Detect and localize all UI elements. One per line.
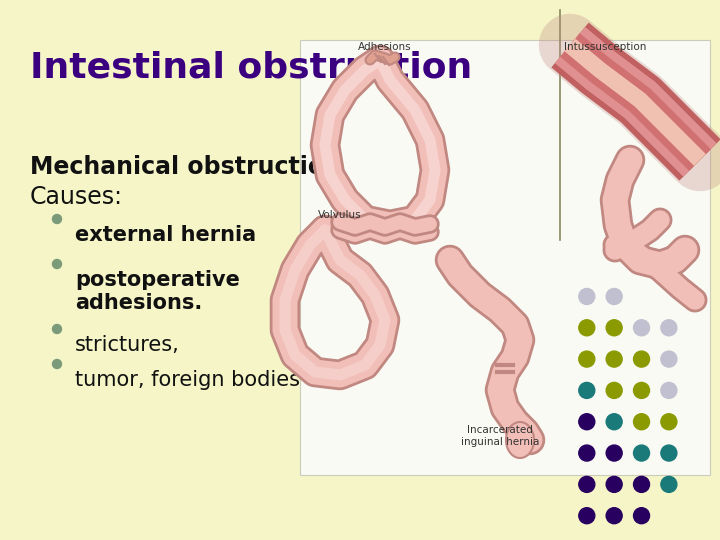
Text: Volvulus: Volvulus <box>318 210 361 220</box>
Circle shape <box>634 351 649 367</box>
Circle shape <box>53 214 61 224</box>
Text: Causes:: Causes: <box>30 185 123 209</box>
Text: tumor, foreign bodies: tumor, foreign bodies <box>75 370 300 390</box>
Circle shape <box>606 351 622 367</box>
Circle shape <box>634 320 649 336</box>
Text: Intestinal obstruction: Intestinal obstruction <box>30 50 472 84</box>
Circle shape <box>634 508 649 524</box>
Circle shape <box>53 260 61 268</box>
Polygon shape <box>506 422 534 458</box>
Circle shape <box>661 414 677 430</box>
Text: postoperative
adhesions.: postoperative adhesions. <box>75 270 240 313</box>
Circle shape <box>634 414 649 430</box>
Circle shape <box>606 288 622 305</box>
Circle shape <box>606 476 622 492</box>
Circle shape <box>579 508 595 524</box>
Circle shape <box>606 382 622 399</box>
FancyBboxPatch shape <box>300 40 710 475</box>
Circle shape <box>634 445 649 461</box>
Text: Mechanical obstruction: Mechanical obstruction <box>30 155 341 179</box>
Circle shape <box>579 382 595 399</box>
Circle shape <box>579 476 595 492</box>
Circle shape <box>53 325 61 334</box>
Circle shape <box>634 476 649 492</box>
Circle shape <box>579 288 595 305</box>
Circle shape <box>579 414 595 430</box>
Circle shape <box>579 351 595 367</box>
Text: Incarcerated
inguinal hernia: Incarcerated inguinal hernia <box>461 425 539 447</box>
Circle shape <box>53 360 61 368</box>
Circle shape <box>606 508 622 524</box>
Text: Adhesions: Adhesions <box>358 42 412 52</box>
Circle shape <box>606 320 622 336</box>
Circle shape <box>606 414 622 430</box>
Circle shape <box>579 320 595 336</box>
Circle shape <box>661 320 677 336</box>
Text: strictures,: strictures, <box>75 335 180 355</box>
Circle shape <box>661 445 677 461</box>
Circle shape <box>606 445 622 461</box>
Circle shape <box>579 445 595 461</box>
Circle shape <box>661 476 677 492</box>
Circle shape <box>661 382 677 399</box>
Text: external hernia: external hernia <box>75 225 256 245</box>
Circle shape <box>634 382 649 399</box>
Circle shape <box>661 351 677 367</box>
Text: Intussusception: Intussusception <box>564 42 646 52</box>
